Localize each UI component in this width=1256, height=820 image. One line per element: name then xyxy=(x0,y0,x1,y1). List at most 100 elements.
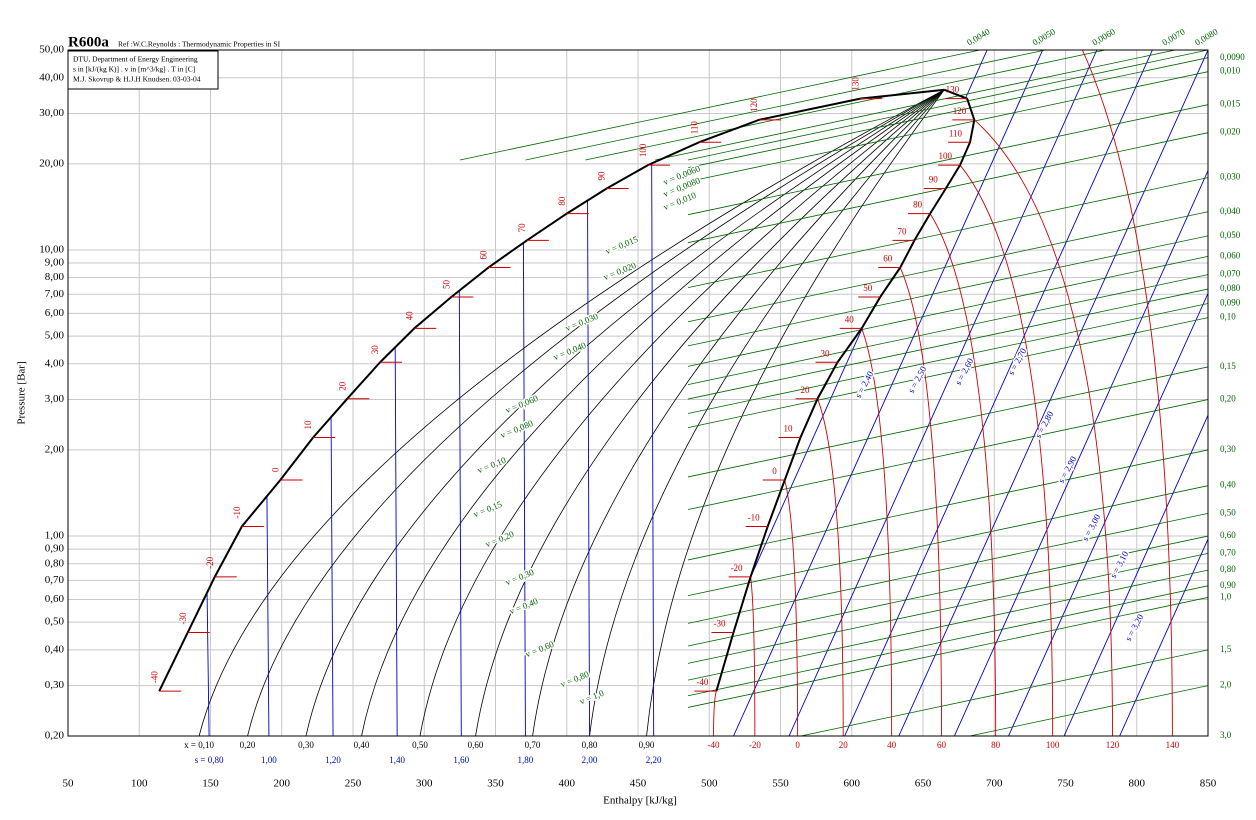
x-tick-label: 50 xyxy=(63,778,75,790)
info-text: DTU, Department of Energy Engineering xyxy=(73,55,198,64)
isotherm-label: 60 xyxy=(883,254,893,264)
isochore xyxy=(525,50,1046,161)
isochore-label: 0,060 xyxy=(1220,250,1241,260)
y-tick-label: 30,00 xyxy=(39,107,64,119)
quality-line xyxy=(475,89,945,736)
isotherm-label: -10 xyxy=(232,506,242,518)
isentrope xyxy=(898,50,1208,736)
isotherm-label: 70 xyxy=(517,223,527,233)
isotherm-label: 120 xyxy=(953,106,967,116)
isochore-label: 0,20 xyxy=(1220,394,1236,404)
x-tick-label: 450 xyxy=(630,778,647,790)
isochore-label: 0,40 xyxy=(1220,480,1236,490)
isotherm xyxy=(817,398,844,736)
isochore-label: 0,70 xyxy=(1220,547,1236,557)
quality-line xyxy=(589,89,945,736)
isotherm-label: 100 xyxy=(1046,740,1060,750)
quality-label: 0,70 xyxy=(525,740,541,750)
isotherm-label: 40 xyxy=(845,314,855,324)
isochore-label: 1,0 xyxy=(1220,592,1232,602)
isentrope-label: 1,20 xyxy=(325,755,341,765)
isentrope xyxy=(844,50,1153,736)
y-tick-label: 0,30 xyxy=(45,679,65,691)
isochore xyxy=(687,57,1208,169)
isotherm-label: 20 xyxy=(801,385,811,395)
isochore xyxy=(687,177,1208,289)
isochore xyxy=(687,50,1208,161)
y-tick-label: 40,00 xyxy=(39,71,64,83)
isochore-label: 0,15 xyxy=(1220,361,1236,371)
isochore xyxy=(687,552,1208,664)
isentrope-label: 1,60 xyxy=(453,755,469,765)
quality-line xyxy=(305,89,945,736)
isochore xyxy=(687,512,1208,624)
isotherm-label: 50 xyxy=(863,283,873,293)
isotherm-label: 30 xyxy=(370,345,380,355)
x-tick-label: 750 xyxy=(1057,778,1074,790)
isochore-label: 1,5 xyxy=(1220,644,1232,654)
y-tick-label: 10,00 xyxy=(39,243,64,255)
quality-label: 0,20 xyxy=(240,740,256,750)
isochore xyxy=(687,585,1208,697)
isentrope-label: 2,20 xyxy=(646,755,662,765)
isochore xyxy=(687,274,1208,386)
isochore xyxy=(687,211,1208,323)
isotherm-label: -20 xyxy=(749,740,761,750)
isochore xyxy=(687,535,1208,647)
isochore-label: 0,015 xyxy=(1220,99,1241,109)
isochore xyxy=(687,449,1208,561)
isochore-label: 2,0 xyxy=(1220,680,1232,690)
x-tick-label: 250 xyxy=(345,778,362,790)
isotherm-label: 10 xyxy=(783,424,793,434)
isochore xyxy=(687,303,1208,414)
isentrope xyxy=(1008,50,1208,736)
isochore-label: 0,90 xyxy=(1220,580,1236,590)
x-tick-label: 700 xyxy=(986,778,1003,790)
quality-line xyxy=(247,89,945,736)
isotherm xyxy=(899,267,942,736)
isochore-label: 3,0 xyxy=(1220,730,1232,740)
quality-label: 0,90 xyxy=(639,740,655,750)
isotherm-label: -20 xyxy=(205,556,215,568)
isotherm-label: -40 xyxy=(696,677,708,687)
isotherm xyxy=(784,479,799,736)
isotherm-label: 40 xyxy=(887,740,897,750)
isentrope-label: 2,00 xyxy=(582,755,598,765)
isotherm-label: 130 xyxy=(946,85,960,95)
y-tick-label: 0,50 xyxy=(45,616,65,628)
y-tick-label: 4,00 xyxy=(45,357,65,369)
x-tick-label: 550 xyxy=(772,778,789,790)
isochore xyxy=(687,71,1208,183)
quality-label: 0,80 xyxy=(582,740,598,750)
x-tick-label: 300 xyxy=(416,778,433,790)
isentrope xyxy=(522,242,526,736)
isotherm-label: 60 xyxy=(478,250,488,260)
isentrope-label: 1,00 xyxy=(261,755,277,765)
isotherm-label: 110 xyxy=(949,128,963,138)
info-text: M.J. Skovrup & H.J.H Knudsen. 03-03-04 xyxy=(73,75,201,84)
y-tick-label: 0,90 xyxy=(45,543,65,555)
isochore-label: 0,090 xyxy=(1220,298,1241,308)
reference: Ref :W.C.Reynolds : Thermodynamic Proper… xyxy=(118,40,281,49)
y-tick-label: 9,00 xyxy=(45,257,65,269)
isochore xyxy=(585,50,1106,161)
isochore xyxy=(687,255,1208,367)
isochore xyxy=(687,317,1208,429)
isentrope xyxy=(266,496,270,736)
x-tick-label: 850 xyxy=(1200,778,1217,790)
isentrope xyxy=(953,50,1208,736)
isotherm-label: 20 xyxy=(337,381,347,391)
isotherm-label: -30 xyxy=(713,619,725,629)
isochore-label: 0,010 xyxy=(1220,66,1241,76)
isotherm-label: 80 xyxy=(913,200,923,210)
isochore xyxy=(798,649,1208,736)
isotherm xyxy=(750,576,756,736)
y-tick-label: 2,00 xyxy=(45,443,65,455)
x-tick-label: 600 xyxy=(844,778,861,790)
isotherm xyxy=(959,164,1054,736)
isochore xyxy=(687,366,1208,478)
isotherm-label: 80 xyxy=(991,740,1001,750)
y-tick-label: 1,00 xyxy=(45,530,65,542)
isochore-label: 0,020 xyxy=(1220,127,1241,137)
y-tick-label: 0,60 xyxy=(45,593,65,605)
